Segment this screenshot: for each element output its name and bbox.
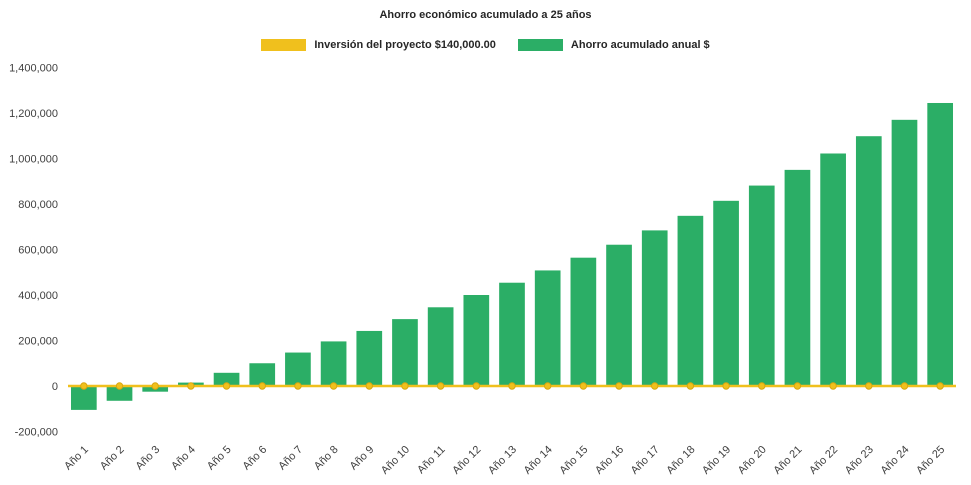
investment-marker	[472, 382, 481, 390]
bar-año-18	[677, 215, 704, 386]
bar-año-19	[713, 200, 739, 386]
x-axis-label: Año 21	[771, 444, 804, 477]
investment-marker	[686, 382, 695, 390]
x-axis-label: Año 4	[169, 444, 198, 473]
x-axis-label: Año 10	[379, 444, 412, 477]
legend-label-investment: Inversión del proyecto $140,000.00	[314, 39, 496, 51]
chart-title: Ahorro económico acumulado a 25 años	[379, 9, 592, 21]
x-axis-label: Año 9	[348, 444, 377, 473]
x-axis-label: Año 7	[276, 444, 305, 473]
bar-año-1	[70, 386, 97, 410]
bar-año-6	[249, 363, 276, 386]
investment-marker	[436, 382, 445, 390]
bar-año-8	[320, 341, 347, 386]
investment-marker	[329, 382, 338, 390]
investment-marker	[936, 382, 944, 390]
chart-legend: Inversión del proyecto $140,000.00 Ahorr…	[0, 39, 971, 51]
bar-año-16	[606, 244, 632, 386]
y-axis-label: 400,000	[18, 290, 58, 302]
x-axis-label: Año 17	[629, 444, 662, 477]
x-axis-label: Año 5	[205, 444, 234, 473]
legend-label-savings: Ahorro acumulado anual $	[570, 39, 710, 51]
x-axis-label: Año 11	[415, 444, 448, 477]
investment-marker	[829, 382, 837, 390]
y-axis-label: 1,200,000	[9, 108, 58, 120]
y-axis-label: 1,400,000	[9, 63, 58, 75]
x-axis-label: Año 25	[914, 444, 947, 477]
bar-año-17	[641, 230, 668, 386]
bar-año-20	[748, 185, 775, 386]
y-axis-label: 200,000	[18, 336, 58, 348]
x-axis-label: Año 22	[807, 444, 840, 477]
x-axis-label: Año 20	[736, 444, 769, 477]
x-axis-label: Año 6	[241, 444, 270, 473]
investment-marker	[543, 382, 552, 390]
investment-marker	[80, 382, 88, 390]
bar-año-12	[463, 295, 490, 386]
x-axis-label: Año 24	[878, 444, 911, 477]
bar-año-23	[855, 136, 882, 386]
bar-año-24	[891, 119, 918, 386]
x-axis-label: Año 1	[62, 444, 91, 473]
bar-año-7	[285, 352, 311, 386]
bar-año-11	[427, 307, 454, 386]
investment-marker	[258, 382, 266, 390]
savings-swatch	[517, 39, 563, 51]
y-axis-label: 0	[52, 381, 58, 393]
investment-marker	[401, 382, 409, 390]
investment-marker	[187, 382, 195, 390]
y-axis-label: 800,000	[18, 199, 58, 211]
x-axis-label: Año 14	[522, 444, 555, 477]
bar-año-5	[213, 372, 240, 386]
x-axis-label: Año 3	[134, 444, 163, 473]
y-axis-label: -200,000	[15, 427, 58, 439]
bar-año-22	[820, 153, 846, 386]
bar-año-13	[499, 282, 525, 386]
bar-año-21	[784, 169, 811, 386]
legend-item-savings: Ahorro acumulado anual $	[517, 39, 710, 51]
bar-año-2	[106, 386, 133, 401]
investment-marker	[722, 382, 730, 390]
investment-marker	[793, 382, 802, 390]
bar-año-15	[570, 257, 597, 386]
x-axis-label: Año 23	[843, 444, 876, 477]
investment-marker	[615, 382, 623, 390]
x-axis-label: Año 8	[312, 444, 341, 473]
x-axis-label: Año 16	[593, 444, 626, 477]
bar-año-9	[356, 330, 383, 386]
investment-marker	[508, 382, 516, 390]
bar-año-14	[534, 270, 561, 386]
investment-swatch	[261, 39, 307, 51]
bar-año-25	[927, 102, 954, 387]
x-axis-label: Año 2	[98, 444, 127, 473]
x-axis-label: Año 13	[486, 444, 519, 477]
investment-marker	[365, 382, 373, 390]
investment-marker	[651, 382, 659, 390]
x-axis-label: Año 12	[450, 444, 483, 477]
bar-año-10	[392, 319, 418, 386]
x-axis-label: Año 18	[664, 444, 697, 477]
investment-marker	[294, 382, 302, 390]
investment-marker	[865, 382, 873, 390]
x-axis-label: Año 19	[700, 444, 733, 477]
investment-marker	[151, 382, 159, 390]
investment-marker	[900, 382, 909, 390]
investment-marker	[115, 382, 124, 390]
investment-marker	[222, 382, 231, 390]
y-axis-label: 600,000	[18, 245, 58, 257]
x-axis-label: Año 15	[557, 444, 590, 477]
investment-marker	[579, 382, 588, 390]
investment-marker	[758, 382, 766, 390]
legend-item-investment: Inversión del proyecto $140,000.00	[261, 39, 496, 51]
y-axis-label: 1,000,000	[9, 154, 58, 166]
